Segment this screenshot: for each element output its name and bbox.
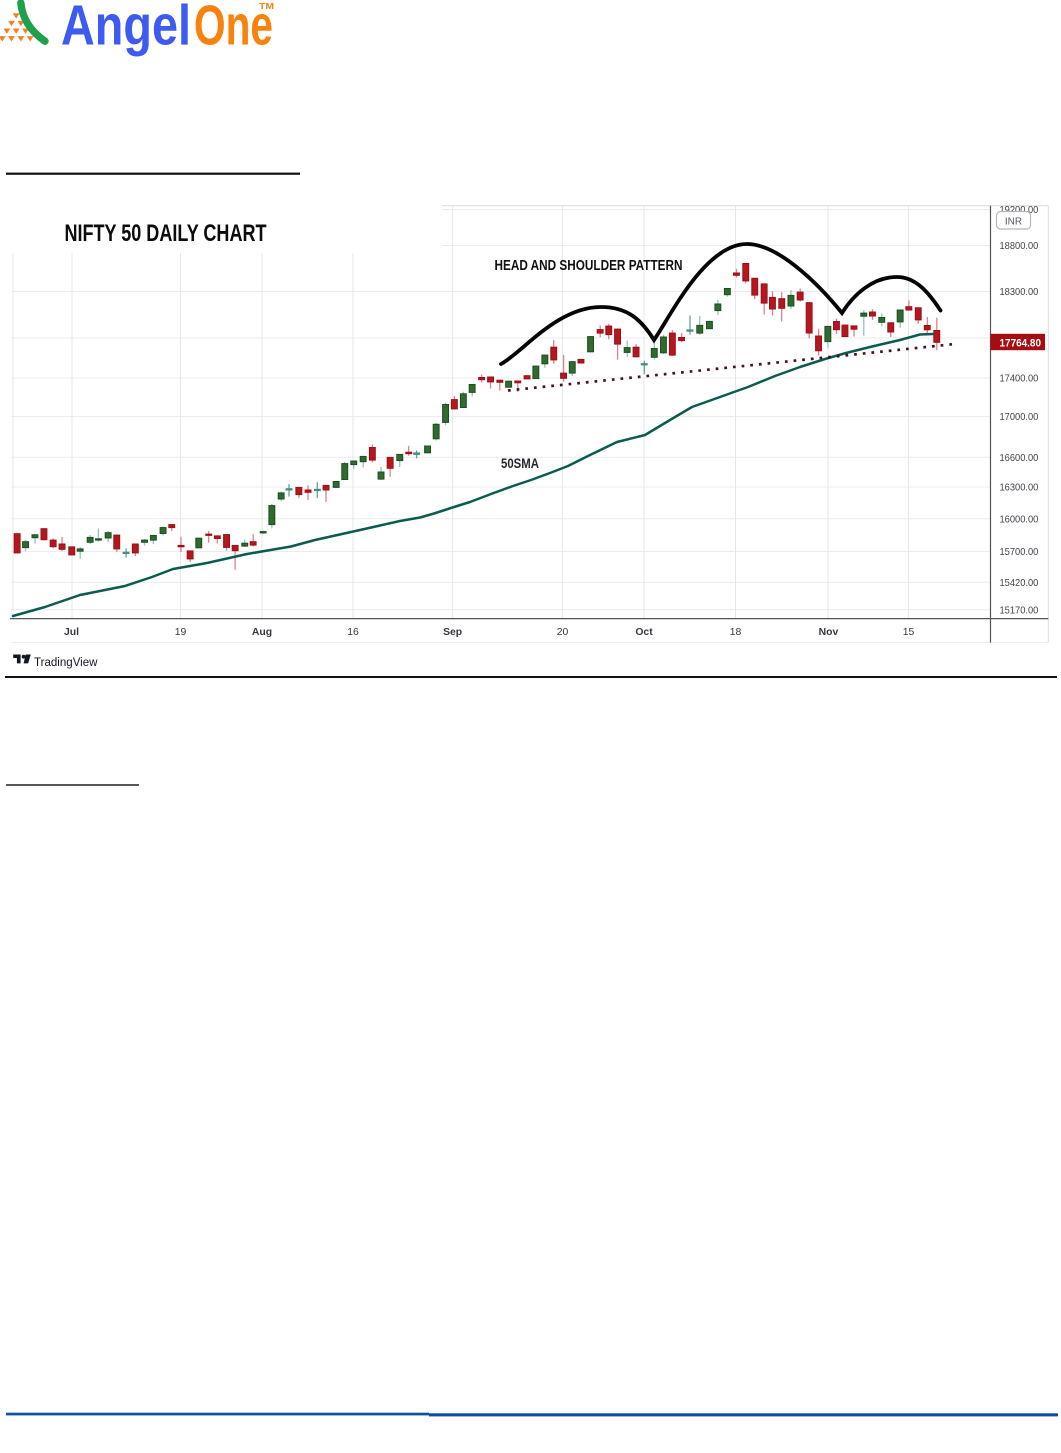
svg-text:INR: INR — [1005, 216, 1022, 227]
svg-text:18300.00: 18300.00 — [1000, 287, 1039, 298]
svg-text:Nov: Nov — [819, 627, 839, 638]
svg-text:HEAD AND SHOULDER PATTERN: HEAD AND SHOULDER PATTERN — [495, 258, 683, 274]
svg-text:Angel: Angel — [61, 0, 191, 58]
svg-text:19: 19 — [175, 627, 187, 638]
svg-text:17764.80: 17764.80 — [1000, 337, 1042, 349]
svg-text:16600.00: 16600.00 — [1000, 453, 1039, 464]
svg-text:17000.00: 17000.00 — [1000, 412, 1039, 423]
svg-text:Sep: Sep — [443, 627, 462, 638]
svg-text:18: 18 — [730, 627, 742, 638]
svg-text:15: 15 — [903, 627, 915, 638]
svg-text:NIFTY 50 DAILY CHART: NIFTY 50 DAILY CHART — [65, 220, 267, 247]
svg-text:15700.00: 15700.00 — [1000, 547, 1039, 558]
svg-text:20: 20 — [557, 627, 569, 638]
svg-text:17400.00: 17400.00 — [1000, 374, 1039, 385]
svg-text:TM: TM — [259, 2, 274, 11]
svg-text:One: One — [194, 0, 273, 58]
svg-text:19200.00: 19200.00 — [1000, 205, 1039, 216]
svg-text:Aug: Aug — [252, 627, 272, 638]
svg-text:Jul: Jul — [64, 627, 79, 638]
svg-text:18800.00: 18800.00 — [1000, 241, 1039, 252]
svg-text:16: 16 — [347, 627, 359, 638]
svg-text:50SMA: 50SMA — [501, 456, 539, 471]
svg-text:15170.00: 15170.00 — [1000, 606, 1039, 617]
svg-text:Oct: Oct — [635, 627, 653, 638]
svg-text:16300.00: 16300.00 — [1000, 483, 1039, 494]
svg-text:16000.00: 16000.00 — [1000, 514, 1039, 525]
svg-text:TradingView: TradingView — [34, 655, 98, 669]
svg-text:15420.00: 15420.00 — [1000, 578, 1039, 589]
